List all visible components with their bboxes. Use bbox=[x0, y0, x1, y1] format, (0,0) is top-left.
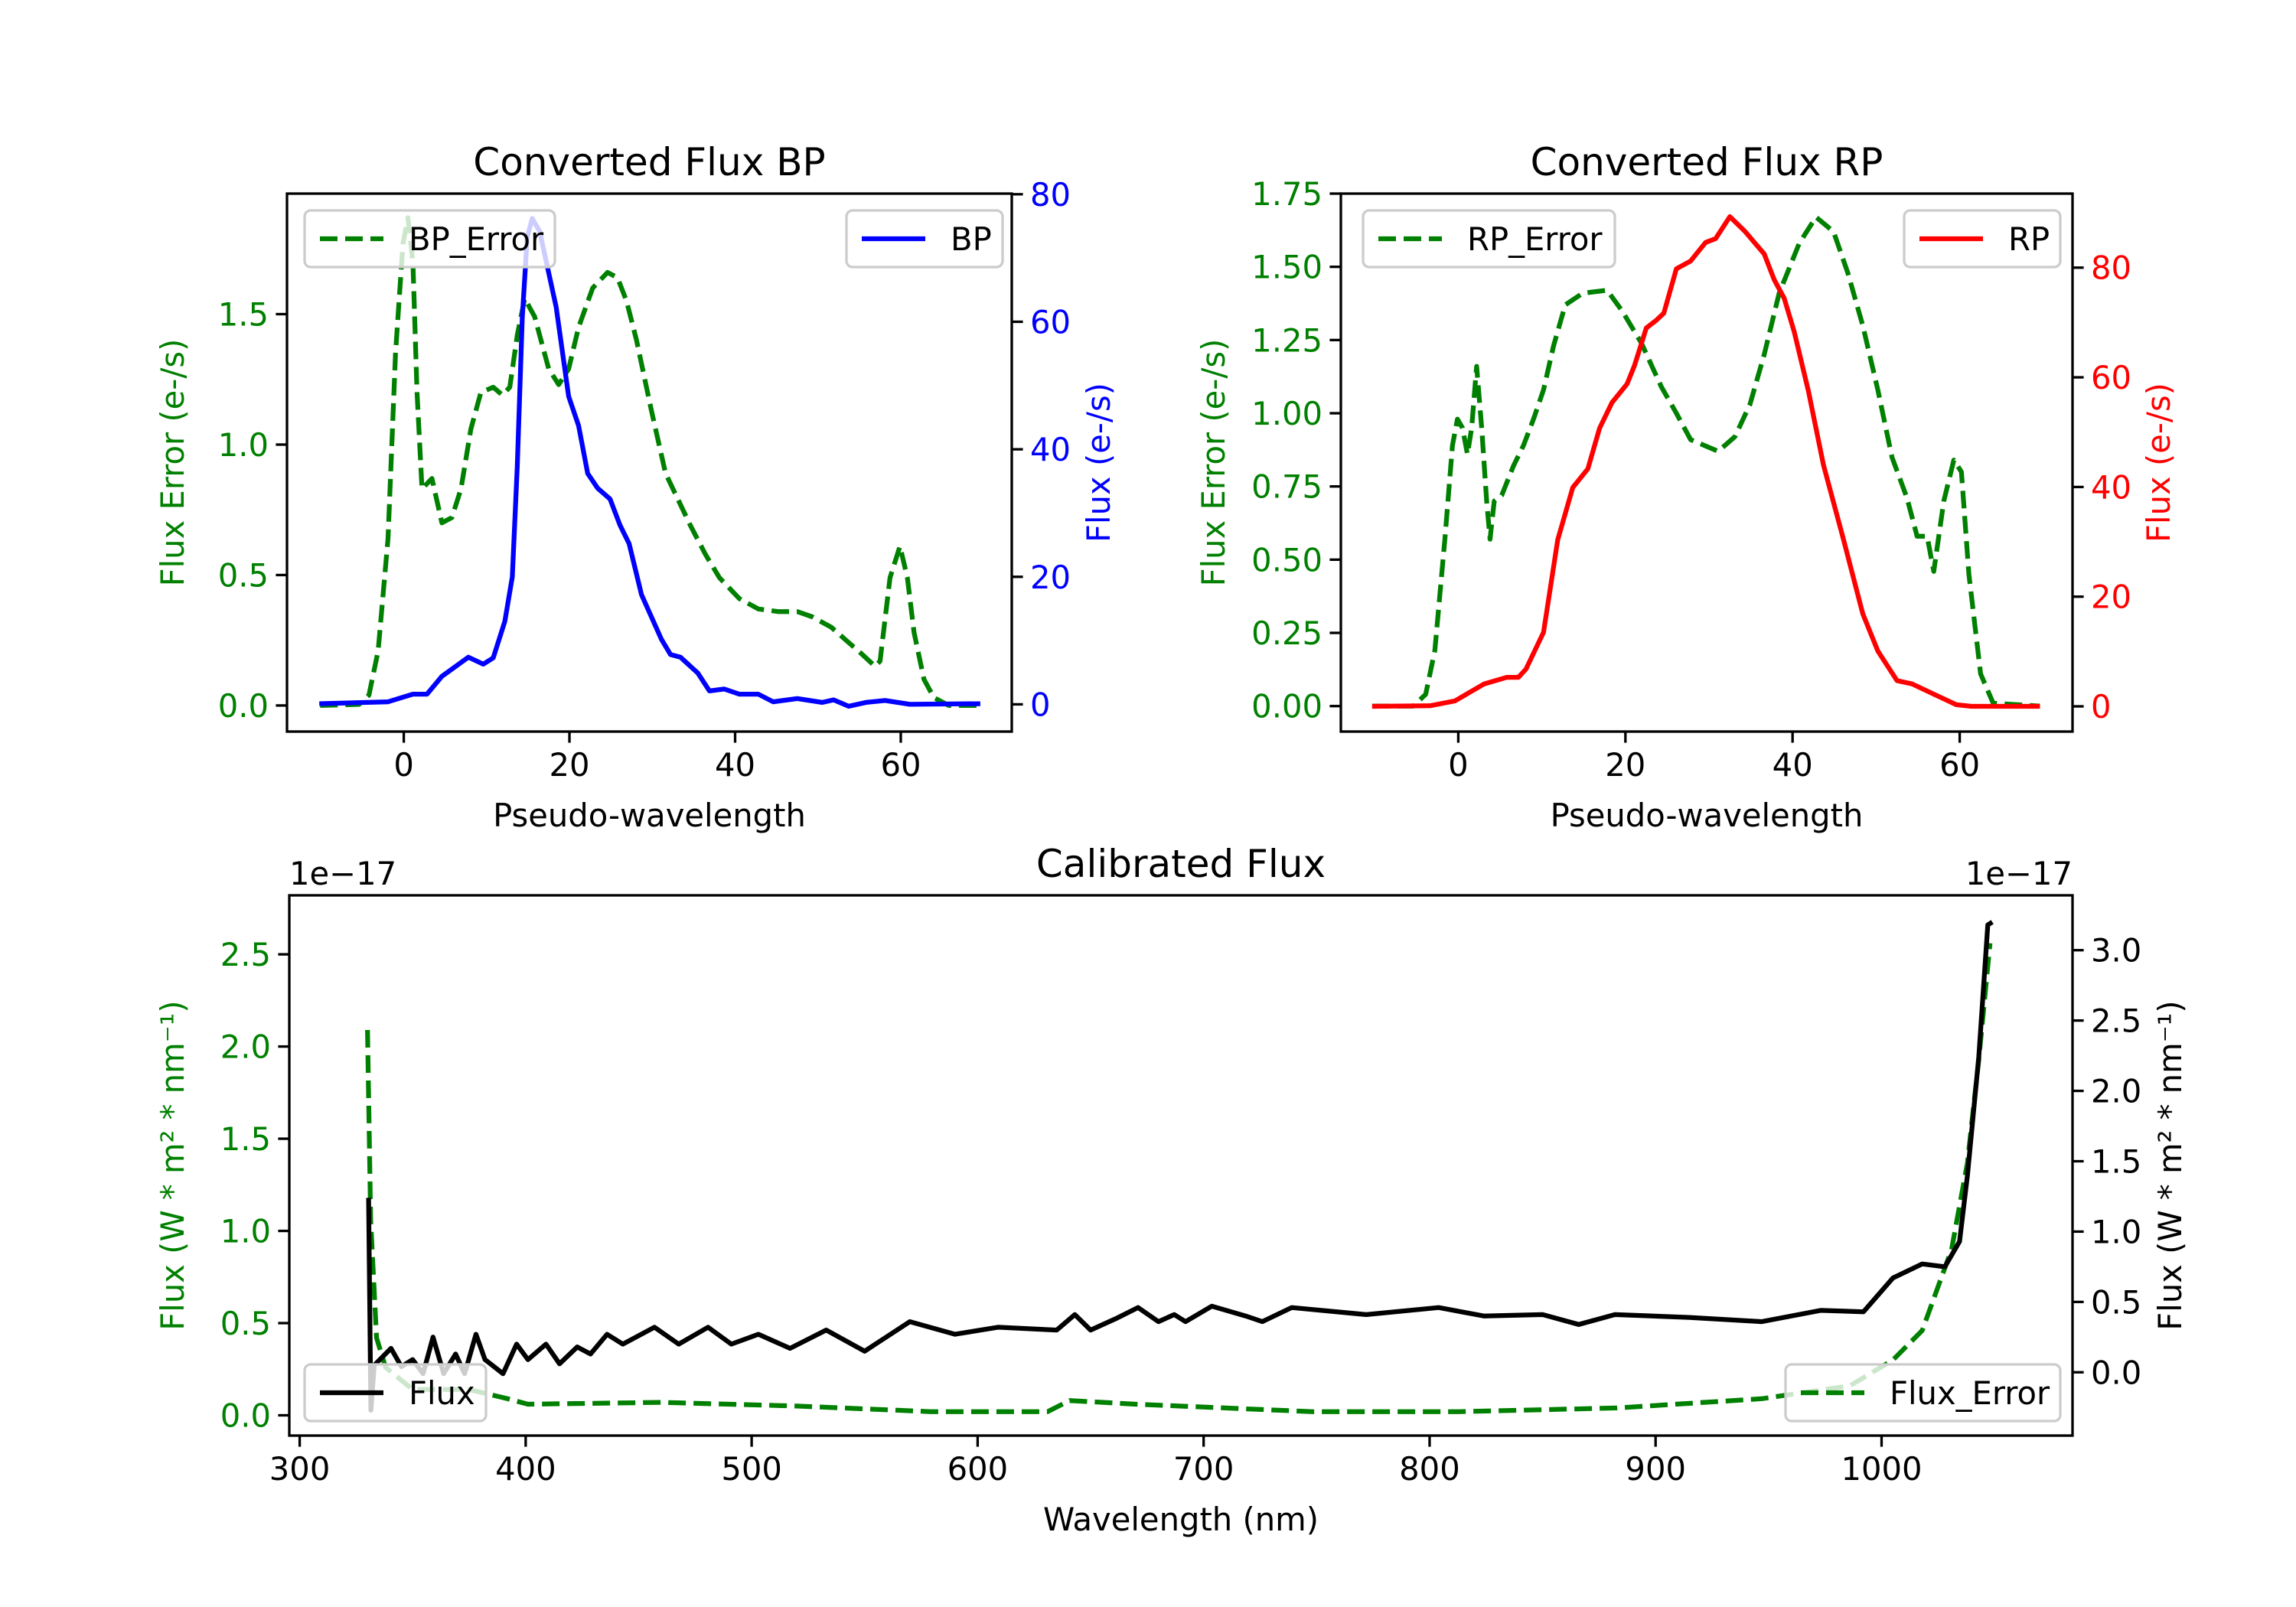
y-left-tick-label: 1.75 bbox=[1251, 175, 1322, 213]
y-left-tick-label: 0.0 bbox=[218, 687, 269, 725]
y-right-tick-label: 60 bbox=[2091, 359, 2131, 396]
y-right-tick-label: 0.0 bbox=[2091, 1354, 2141, 1391]
y-right-tick-label: 1.5 bbox=[2091, 1143, 2141, 1180]
y-left-tick-label: 1.5 bbox=[218, 296, 269, 334]
y-right-tick-label: 0.5 bbox=[2091, 1283, 2141, 1321]
x-tick-label: 60 bbox=[880, 746, 921, 784]
x-axis-label: Pseudo-wavelength bbox=[1551, 797, 1864, 834]
axes-1: 0 20 40 60 0.00 0.25 0.50 0.75 1.00 1.25 1.50 1.75 0… bbox=[1195, 140, 2177, 834]
x-tick-label: 700 bbox=[1173, 1450, 1234, 1488]
y-right-tick-label: 80 bbox=[2091, 249, 2131, 287]
legend-label: Flux bbox=[409, 1374, 475, 1412]
x-tick-label: 40 bbox=[1773, 746, 1813, 784]
x-tick-label: 1000 bbox=[1841, 1450, 1922, 1488]
legend: RP bbox=[1903, 209, 2062, 269]
y-left-tick-label: 1.50 bbox=[1251, 249, 1322, 286]
legend-label: RP bbox=[2008, 220, 2050, 258]
legend: BP bbox=[845, 209, 1004, 269]
y-left-tick-label: 0.5 bbox=[218, 556, 269, 594]
y-left-tick-label: 1.0 bbox=[220, 1213, 271, 1250]
x-tick-label: 40 bbox=[715, 746, 755, 784]
legend-label: RP_Error bbox=[1467, 220, 1603, 258]
y-right-tick-label: 80 bbox=[1030, 176, 1071, 214]
y-left-tick-label: 0.00 bbox=[1251, 688, 1322, 725]
x-axis-label: Pseudo-wavelength bbox=[493, 797, 806, 834]
x-tick-label: 0 bbox=[1448, 746, 1469, 784]
y-left-tick-label: 2.0 bbox=[220, 1028, 271, 1066]
y-right-tick-label: 40 bbox=[2091, 468, 2131, 506]
y-right-tick-label: 1.0 bbox=[2091, 1213, 2141, 1250]
y-left-tick-label: 1.00 bbox=[1251, 395, 1322, 432]
legend: RP_Error bbox=[1362, 209, 1616, 269]
x-tick-label: 0 bbox=[393, 746, 414, 784]
legend-box bbox=[303, 1363, 488, 1423]
axes-frame bbox=[1339, 192, 2074, 733]
x-tick-label: 500 bbox=[721, 1450, 782, 1488]
y-left-tick-label: 1.0 bbox=[218, 426, 269, 464]
y-left-tick-label: 0.50 bbox=[1251, 541, 1322, 579]
y-right-tick-label: 2.5 bbox=[2091, 1002, 2141, 1040]
y-right-tick-label: 60 bbox=[1030, 303, 1071, 341]
series-line-flux bbox=[366, 920, 1994, 1413]
axes-2: 300 400 500 600 700 800 900 1000 0.0 0.5 1.0 1.5 2.0… bbox=[154, 842, 2189, 1538]
chart-title: Calibrated Flux bbox=[1036, 842, 1326, 886]
axes-frame bbox=[285, 192, 1013, 733]
series-line-rp-error bbox=[1371, 214, 2040, 709]
legend-box bbox=[1784, 1363, 2062, 1423]
chart-title: Converted Flux RP bbox=[1531, 140, 1883, 184]
y-right-offset-text: 1e−17 bbox=[1965, 855, 2073, 892]
y-right-tick-label: 2.0 bbox=[2091, 1073, 2141, 1110]
y-left-tick-label: 0.25 bbox=[1251, 614, 1322, 652]
axes-frame bbox=[288, 894, 2074, 1437]
y-right-tick-label: 40 bbox=[1030, 431, 1071, 468]
series-line-bp bbox=[319, 216, 980, 709]
y-right-axis-label: Flux (W * m² * nm⁻¹) bbox=[2151, 1000, 2189, 1330]
y-right-axis-label: Flux (e-/s) bbox=[1080, 383, 1117, 543]
x-tick-label: 800 bbox=[1399, 1450, 1460, 1488]
legend: BP_Error bbox=[303, 209, 556, 269]
y-left-axis-label: Flux Error (e-/s) bbox=[1195, 339, 1232, 587]
y-right-tick-label: 0 bbox=[2091, 688, 2112, 725]
chart-title: Converted Flux BP bbox=[473, 140, 825, 184]
series-line-rp bbox=[1371, 214, 2040, 709]
x-tick-label: 400 bbox=[495, 1450, 556, 1488]
legend: Flux_Error bbox=[1784, 1363, 2062, 1423]
series-line-flux-error bbox=[365, 943, 1993, 1414]
y-left-tick-label: 2.5 bbox=[220, 936, 271, 973]
x-tick-label: 60 bbox=[1939, 746, 1980, 784]
legend: Flux bbox=[303, 1363, 488, 1423]
legend-label: BP bbox=[951, 220, 992, 258]
y-right-axis-label: Flux (e-/s) bbox=[2140, 383, 2177, 543]
y-left-offset-text: 1e−17 bbox=[289, 855, 396, 892]
x-axis-label: Wavelength (nm) bbox=[1043, 1501, 1319, 1538]
y-left-tick-label: 0.5 bbox=[220, 1305, 271, 1342]
axes-0: 0 20 40 60 0.0 0.5 1.0 1.5 0 20 40 60 80 Converted Fl… bbox=[154, 140, 1117, 834]
x-tick-label: 600 bbox=[947, 1450, 1009, 1488]
legend-box bbox=[1362, 209, 1616, 269]
x-tick-label: 300 bbox=[269, 1450, 331, 1488]
y-left-axis-label: Flux (W * m² * nm⁻¹) bbox=[154, 1000, 191, 1330]
series-line-bp-error bbox=[320, 215, 978, 709]
y-right-tick-label: 20 bbox=[1030, 559, 1071, 596]
legend-label: Flux_Error bbox=[1890, 1374, 2050, 1412]
y-left-tick-label: 1.5 bbox=[220, 1120, 271, 1158]
y-left-axis-label: Flux Error (e-/s) bbox=[154, 339, 191, 587]
y-right-tick-label: 3.0 bbox=[2091, 932, 2141, 970]
legend-box bbox=[303, 209, 556, 269]
y-right-tick-label: 20 bbox=[2091, 579, 2131, 616]
x-tick-label: 20 bbox=[1605, 746, 1645, 784]
legend-label: BP_Error bbox=[409, 220, 544, 258]
y-left-tick-label: 0.75 bbox=[1251, 468, 1322, 506]
x-tick-label: 900 bbox=[1625, 1450, 1686, 1488]
x-tick-label: 20 bbox=[550, 746, 590, 784]
y-left-tick-label: 0.0 bbox=[220, 1397, 271, 1434]
y-right-tick-label: 0 bbox=[1030, 686, 1051, 723]
y-left-tick-label: 1.25 bbox=[1251, 321, 1322, 359]
